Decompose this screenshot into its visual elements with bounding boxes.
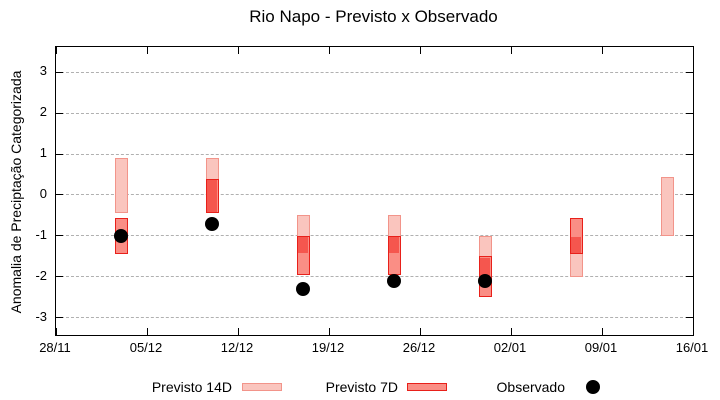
y-tick-label-1: 1 — [39, 145, 47, 160]
x-tick-mark-top — [328, 47, 330, 54]
x-tick-mark-bottom — [510, 328, 512, 335]
grid-line-y-2 — [56, 276, 693, 278]
x-tick-label-02/01: 02/01 — [493, 340, 527, 355]
legend-label-observado: Observado — [496, 379, 565, 395]
x-tick-mark-top — [55, 47, 57, 54]
forecast-overlap-segment-24/12 — [389, 237, 399, 253]
x-tick-label-09/01: 09/01 — [584, 340, 618, 355]
x-tick-mark-top — [419, 47, 421, 54]
y-tick-mark-left — [56, 194, 63, 196]
grid-line-y-3 — [56, 317, 693, 319]
x-tick-mark-bottom — [692, 328, 694, 335]
y-tick-mark-right — [686, 276, 693, 278]
x-tick-mark-top — [692, 47, 694, 54]
legend-label-previsto-7d: Previsto 7D — [325, 379, 398, 395]
x-tick-mark-bottom — [237, 328, 239, 335]
forecast-overlap-segment-10/12 — [207, 180, 217, 212]
y-tick-mark-left — [56, 112, 63, 114]
x-tick-label-19/12: 19/12 — [311, 340, 345, 355]
x-tick-mark-bottom — [328, 328, 330, 335]
y-tick-mark-left — [56, 235, 63, 237]
x-tick-mark-top — [510, 47, 512, 54]
x-tick-label-28/11: 28/11 — [39, 340, 71, 355]
y-tick-label--3: -3 — [35, 308, 47, 324]
chart-title: Rio Napo - Previsto x Observado — [249, 7, 498, 26]
forecast-overlap-segment-07/01 — [571, 237, 581, 253]
x-tick-label-05/12: 05/12 — [129, 340, 163, 355]
x-tick-mark-bottom — [146, 328, 148, 335]
y-tick-mark-right — [686, 71, 693, 73]
y-tick-mark-left — [56, 276, 63, 278]
x-tick-mark-bottom — [601, 328, 603, 335]
y-tick-label-0: 0 — [39, 185, 47, 201]
legend-swatch-observado-dot — [586, 380, 600, 394]
observed-dot-24/12 — [387, 274, 401, 289]
grid-line-y1 — [56, 153, 693, 155]
grid-line-y2 — [56, 112, 693, 114]
forecast-overlap-segment-31/12 — [480, 257, 490, 280]
grid-line-y3 — [56, 71, 693, 73]
y-tick-label-2: 2 — [39, 104, 47, 119]
x-tick-mark-top — [146, 47, 148, 54]
y-tick-mark-left — [56, 317, 63, 319]
x-tick-label-12/12: 12/12 — [220, 340, 254, 355]
x-tick-label-16/01: 16/01 — [675, 340, 709, 355]
observed-dot-31/12 — [478, 274, 492, 289]
plot-area — [55, 46, 694, 336]
legend-label-previsto-14d: Previsto 14D — [151, 379, 232, 395]
y-tick-label-3: 3 — [39, 63, 47, 78]
legend-swatch-previsto-14d — [242, 383, 282, 391]
y-tick-mark-right — [686, 194, 693, 196]
legend-swatch-previsto-7d — [407, 383, 447, 391]
grid-line-y0 — [56, 194, 693, 196]
observed-dot-17/12 — [296, 282, 310, 297]
x-tick-label-26/12: 26/12 — [402, 340, 436, 355]
y-tick-mark-left — [56, 71, 63, 73]
x-tick-mark-bottom — [55, 328, 57, 335]
y-tick-label--2: -2 — [35, 267, 47, 283]
y-tick-mark-right — [686, 317, 693, 319]
forecast-14d-bar-14/01 — [660, 176, 674, 236]
forecast-14d-bar-03/12 — [114, 158, 128, 214]
x-tick-mark-top — [601, 47, 603, 54]
y-tick-label--1: -1 — [35, 226, 47, 242]
observed-dot-10/12 — [205, 216, 219, 231]
y-tick-mark-right — [686, 153, 693, 155]
y-tick-mark-right — [686, 235, 693, 237]
x-tick-mark-top — [237, 47, 239, 54]
y-tick-mark-left — [56, 153, 63, 155]
grid-line-y-1 — [56, 235, 693, 237]
forecast-overlap-segment-17/12 — [298, 237, 308, 253]
x-tick-mark-bottom — [419, 328, 421, 335]
observed-dot-03/12 — [114, 228, 128, 243]
y-tick-mark-right — [686, 112, 693, 114]
